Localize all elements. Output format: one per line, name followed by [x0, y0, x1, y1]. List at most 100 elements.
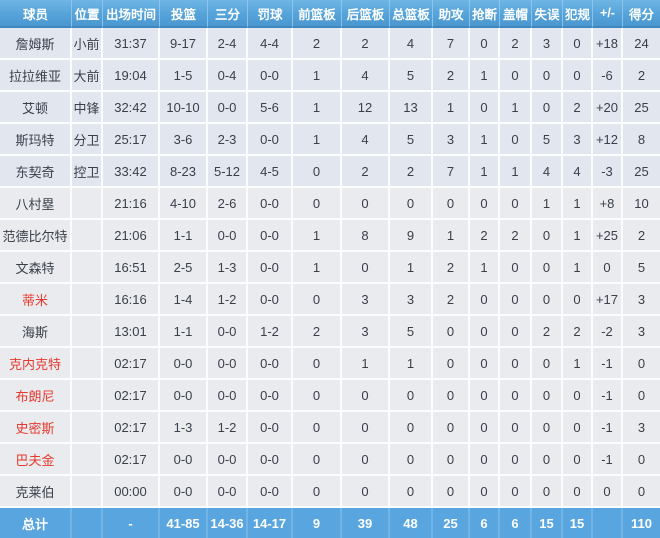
stat-cell: 5-6 [248, 92, 293, 124]
stat-cell: 4 [532, 156, 563, 188]
stat-cell: 1 [563, 220, 593, 252]
stat-cell: 1 [500, 92, 532, 124]
stat-cell: 0 [433, 444, 470, 476]
stat-cell: 0 [342, 476, 390, 508]
stat-cell: 9 [390, 220, 433, 252]
stat-cell: 0 [593, 252, 623, 284]
stat-cell: 0 [390, 476, 433, 508]
stat-cell: 4-5 [248, 156, 293, 188]
player-row: 巴夫金 02:17 0-0 0-0 0-0 0 0 0 0 0 0 0 0 -1 0 [0, 444, 660, 476]
player-name: 詹姆斯 [0, 28, 72, 60]
stat-cell: 0 [500, 348, 532, 380]
stat-cell: 0 [470, 348, 500, 380]
column-header: 得分 [623, 0, 660, 28]
stat-cell: -1 [593, 380, 623, 412]
stat-cell: 0 [563, 60, 593, 92]
stat-cell: -2 [593, 316, 623, 348]
column-header: 罚球 [248, 0, 293, 28]
stat-cell: 10 [623, 188, 660, 220]
column-header: 出场时间 [103, 0, 160, 28]
stat-cell: 0 [470, 444, 500, 476]
stat-cell: 2 [433, 284, 470, 316]
column-header: 犯规 [563, 0, 593, 28]
stat-cell [72, 476, 103, 508]
player-row: 史密斯 02:17 1-3 1-2 0-0 0 0 0 0 0 0 0 0 -1 3 [0, 412, 660, 444]
stat-cell: 13 [390, 92, 433, 124]
stat-cell: 3-6 [160, 124, 208, 156]
stat-cell: 3 [390, 284, 433, 316]
total-stat-cell: 110 [623, 508, 660, 538]
stat-cell [72, 412, 103, 444]
stat-cell: 3 [532, 28, 563, 60]
total-stat-cell: - [103, 508, 160, 538]
stat-cell: 02:17 [103, 412, 160, 444]
stat-cell: 21:16 [103, 188, 160, 220]
stat-cell: 0 [470, 316, 500, 348]
stat-cell: 2-3 [208, 124, 248, 156]
stat-cell: 0 [293, 284, 342, 316]
stat-cell: 12 [342, 92, 390, 124]
stat-cell [72, 444, 103, 476]
stat-cell: -1 [593, 348, 623, 380]
column-header: +/- [593, 0, 623, 28]
stat-cell: 8 [342, 220, 390, 252]
stat-cell: 0 [563, 476, 593, 508]
stat-cell: 3 [433, 124, 470, 156]
column-header: 盖帽 [500, 0, 532, 28]
player-name: 布朗尼 [0, 380, 72, 412]
stat-cell: 0 [500, 252, 532, 284]
stat-cell: 0 [623, 444, 660, 476]
stat-cell: 0-0 [248, 188, 293, 220]
stat-cell: 0 [470, 284, 500, 316]
stat-cell: 5 [390, 124, 433, 156]
stat-cell: 1-2 [208, 412, 248, 444]
stat-cell: 0-0 [208, 476, 248, 508]
stat-cell: 16:51 [103, 252, 160, 284]
stat-cell: 0 [390, 380, 433, 412]
stat-cell: 0 [293, 444, 342, 476]
player-row: 蒂米 16:16 1-4 1-2 0-0 0 3 3 2 0 0 0 0 +17 3 [0, 284, 660, 316]
player-row: 文森特 16:51 2-5 1-3 0-0 1 0 1 2 1 0 0 1 0 5 [0, 252, 660, 284]
stat-cell: 4 [563, 156, 593, 188]
stat-cell: 2-4 [208, 28, 248, 60]
total-stat-cell: 41-85 [160, 508, 208, 538]
stat-cell: 0-0 [248, 476, 293, 508]
total-stat-cell: 6 [500, 508, 532, 538]
stat-cell: 0 [470, 188, 500, 220]
stat-cell: 25 [623, 92, 660, 124]
stat-cell: 0 [342, 444, 390, 476]
player-name: 拉拉维亚 [0, 60, 72, 92]
stat-cell: 0 [433, 412, 470, 444]
stat-cell: 0-0 [208, 348, 248, 380]
total-stat-cell: 15 [563, 508, 593, 538]
player-name: 八村塁 [0, 188, 72, 220]
stat-cell: 24 [623, 28, 660, 60]
stat-cell: 2 [293, 28, 342, 60]
stat-cell: 32:42 [103, 92, 160, 124]
stat-cell: 2 [293, 316, 342, 348]
stat-cell: +8 [593, 188, 623, 220]
stat-cell: 0-0 [248, 444, 293, 476]
player-row: 范德比尔特 21:06 1-1 0-0 0-0 1 8 9 1 2 2 0 1 +25 2 [0, 220, 660, 252]
stat-cell: 0 [500, 188, 532, 220]
stat-cell: 1 [293, 60, 342, 92]
stat-cell: 0 [500, 316, 532, 348]
stat-cell: 0 [623, 348, 660, 380]
stat-cell: 1 [390, 252, 433, 284]
stat-cell: 0 [390, 412, 433, 444]
stat-cell: 1 [470, 60, 500, 92]
stat-cell: 小前 [72, 28, 103, 60]
column-header: 助攻 [433, 0, 470, 28]
stat-cell: 0-0 [160, 476, 208, 508]
header-row: 球员 位置 出场时间 投篮 三分 罚球 前篮板 后篮板 总篮板 助攻 抢断 盖帽 失误 犯规 +/- 得分 [0, 0, 660, 28]
stat-cell: 2 [500, 220, 532, 252]
stat-cell: 1-5 [160, 60, 208, 92]
player-name: 斯玛特 [0, 124, 72, 156]
stat-cell: 0 [433, 476, 470, 508]
player-row: 拉拉维亚 大前 19:04 1-5 0-4 0-0 1 4 5 2 1 0 0 0 -6 2 [0, 60, 660, 92]
column-header: 球员 [0, 0, 72, 28]
stat-cell: 0-0 [208, 444, 248, 476]
stat-cell: 10-10 [160, 92, 208, 124]
stat-cell: 1 [563, 188, 593, 220]
player-name: 艾顿 [0, 92, 72, 124]
